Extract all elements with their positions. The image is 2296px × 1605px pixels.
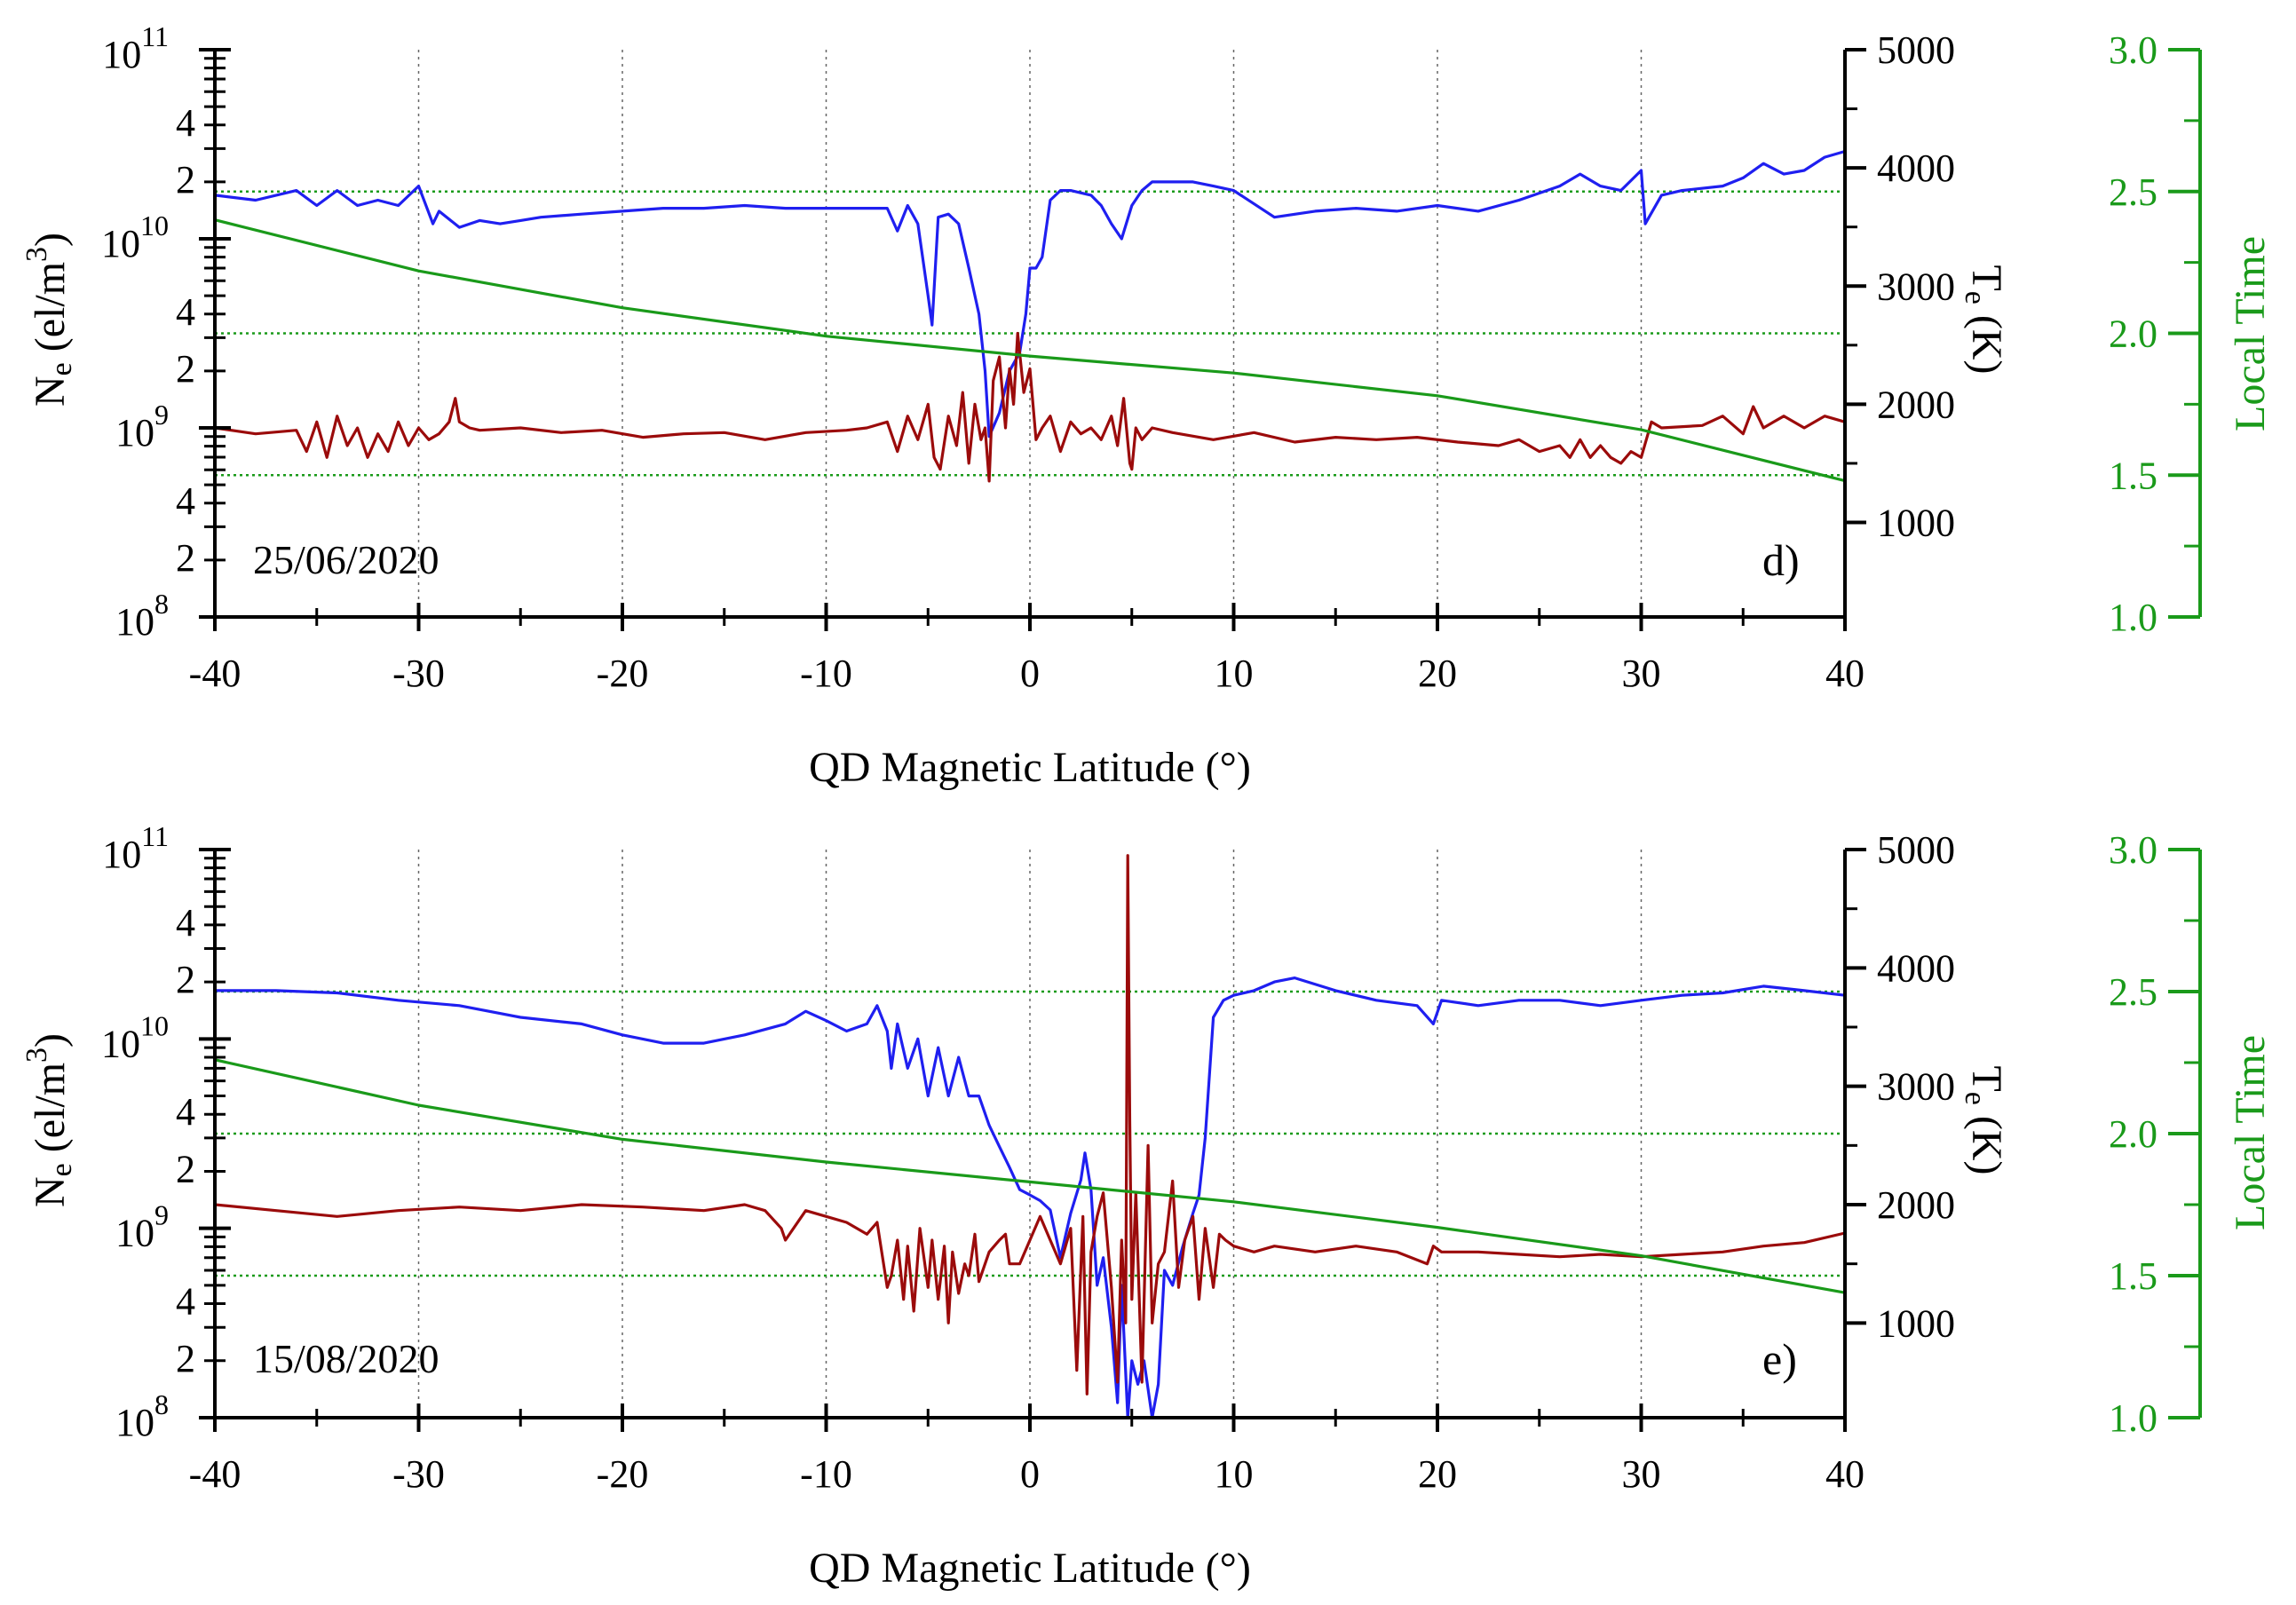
- panel-e-local-time-line: [214, 1058, 1846, 1294]
- panel-e-xtick-label-1: -30: [392, 1452, 445, 1496]
- panel-d-lt-tick-label-2: 2.0: [2109, 312, 2157, 356]
- panel-e-ytick-left-minor-label: 4: [176, 1090, 195, 1134]
- panel-e-xtick-label-6: 20: [1418, 1452, 1457, 1496]
- panel-e-series: [214, 854, 1846, 1419]
- panel-e-ytick-right-label-2: 3000: [1877, 1065, 1955, 1109]
- panel-d-xtick-label-0: -40: [189, 652, 241, 695]
- panel-d-ytick-right-label-0: 1000: [1877, 502, 1955, 545]
- panel-d-ytick-left-label-3: 1011: [102, 20, 169, 76]
- panel-d-te-line: [214, 331, 1846, 483]
- panel-d-lt-tick-label-0: 1.0: [2109, 596, 2157, 639]
- panel-d-lt-tick-label-4: 3.0: [2109, 28, 2157, 72]
- panel-d-axes: [199, 48, 2202, 631]
- panel-d-ytick-left-minor-label: 4: [176, 101, 195, 145]
- panel-d-ytick-left-minor-label: 2: [176, 536, 195, 580]
- panel-e-xlabel: QD Magnetic Latitude (°): [809, 1545, 1251, 1592]
- panel-e-ytick-left-minor-label: 4: [176, 1280, 195, 1324]
- panel-d-grid: [215, 50, 1845, 617]
- panel-d-ytick-left-minor-label: 2: [176, 347, 195, 391]
- panel-e-ytick-left-label-3: 1011: [102, 820, 169, 876]
- panel-d-label: d): [1762, 535, 1800, 585]
- panel-d-tick-labels: -40 -30 -20 -10 0 10 20 30 40 2 4 2 4 2 4 108 109 1010 101…: [101, 20, 2157, 695]
- panel-e-xtick-label-5: 10: [1215, 1452, 1254, 1496]
- panel-e-tick-labels: -40 -30 -20 -10 0 10 20 30 40 2 4 2 4 2 4 108 109 1010 101…: [101, 820, 2157, 1496]
- panel-d-ytick-right-label-1: 2000: [1877, 383, 1955, 426]
- panel-e-xtick-label-2: -20: [597, 1452, 649, 1496]
- panel-d-ytick-left-minor-label: 2: [176, 158, 195, 202]
- panel-e-ytick-left-label-2: 1010: [101, 1009, 169, 1065]
- panel-e-ne-line: [215, 976, 1846, 1419]
- panel-d-xlabel: QD Magnetic Latitude (°): [809, 744, 1251, 791]
- panel-d-ytick-left-minor-label: 4: [176, 479, 195, 523]
- panel-d-xtick-label-3: -10: [800, 652, 852, 695]
- panel-e-axes: [199, 848, 2202, 1432]
- panel-e-lt-tick-label-2: 2.0: [2109, 1112, 2157, 1156]
- panel-e-xtick-label-0: -40: [189, 1452, 241, 1496]
- panel-d-ytick-left-label-0: 108: [115, 588, 169, 644]
- panel-e-xtick-label-7: 30: [1622, 1452, 1661, 1496]
- panel-d-ylabel-lt: Local Time: [2227, 236, 2274, 431]
- panel-e-ytick-right-label-1: 2000: [1877, 1183, 1955, 1227]
- panel-e-ytick-left-minor-label: 2: [176, 958, 195, 1001]
- panel-d-xtick-label-2: -20: [597, 652, 649, 695]
- panel-d-local-time-line: [214, 218, 1846, 483]
- panel-e-ytick-right-label-0: 1000: [1877, 1301, 1955, 1345]
- panel-e-ytick-left-label-0: 108: [115, 1388, 169, 1444]
- panel-e-label: e): [1762, 1334, 1797, 1384]
- panel-e-xtick-label-8: 40: [1825, 1452, 1865, 1496]
- panel-e-ytick-right-label-3: 4000: [1877, 946, 1955, 990]
- panel-e: -40 -30 -20 -10 0 10 20 30 40 2 4 2 4 2 4 108 109 1010 101…: [20, 820, 2274, 1592]
- panel-d-ylabel-right: Te (K): [1959, 265, 2010, 374]
- panel-d-lt-tick-label-3: 2.5: [2109, 170, 2157, 214]
- panel-e-lt-tick-label-4: 3.0: [2109, 828, 2157, 872]
- panel-d-ylabel-left: Ne (el/m3): [20, 233, 78, 407]
- panel-e-te-line: [214, 854, 1846, 1395]
- panel-e-ylabel-right: Te (K): [1959, 1065, 2010, 1174]
- panel-d-series: [214, 149, 1846, 483]
- panel-d-xtick-label-5: 10: [1215, 652, 1254, 695]
- panel-e-ytick-left-minor-label: 4: [176, 901, 195, 945]
- panel-e-ytick-left-minor-label: 2: [176, 1147, 195, 1190]
- panel-d-date: 25/06/2020: [253, 537, 439, 582]
- panel-d: -40 -30 -20 -10 0 10 20 30 40 2 4 2 4 2 4 108 109 1010 101…: [20, 20, 2274, 791]
- panel-e-ytick-left-label-1: 109: [115, 1199, 169, 1255]
- panel-d-ne-line: [214, 149, 1846, 439]
- panel-e-lt-tick-label-3: 2.5: [2109, 970, 2157, 1014]
- panel-d-ytick-left-label-2: 1010: [101, 210, 169, 265]
- panel-d-ytick-right-label-3: 4000: [1877, 146, 1955, 190]
- panel-d-ytick-left-label-1: 109: [115, 399, 169, 455]
- panel-d-lt-tick-label-1: 1.5: [2109, 454, 2157, 497]
- panel-e-xtick-label-3: -10: [800, 1452, 852, 1496]
- panel-d-ytick-left-minor-label: 4: [176, 290, 195, 334]
- panel-e-ytick-left-minor-label: 2: [176, 1337, 195, 1380]
- panel-e-xtick-label-4: 0: [1020, 1452, 1040, 1496]
- panel-e-ytick-right-label-4: 5000: [1877, 828, 1955, 872]
- panel-d-xtick-label-8: 40: [1825, 652, 1865, 695]
- panel-e-date: 15/08/2020: [253, 1336, 439, 1381]
- panel-e-lt-tick-label-1: 1.5: [2109, 1254, 2157, 1298]
- panel-d-xtick-label-1: -30: [392, 652, 445, 695]
- panel-e-grid: [215, 850, 1845, 1418]
- panel-d-ytick-right-label-4: 5000: [1877, 28, 1955, 72]
- panel-d-ytick-right-label-2: 3000: [1877, 265, 1955, 308]
- panel-d-xtick-label-7: 30: [1622, 652, 1661, 695]
- panel-e-ylabel-left: Ne (el/m3): [20, 1033, 78, 1207]
- panel-e-lt-tick-label-0: 1.0: [2109, 1396, 2157, 1440]
- panel-d-xtick-label-4: 0: [1020, 652, 1040, 695]
- panel-e-ylabel-lt: Local Time: [2227, 1035, 2274, 1230]
- panel-d-xtick-label-6: 20: [1418, 652, 1457, 695]
